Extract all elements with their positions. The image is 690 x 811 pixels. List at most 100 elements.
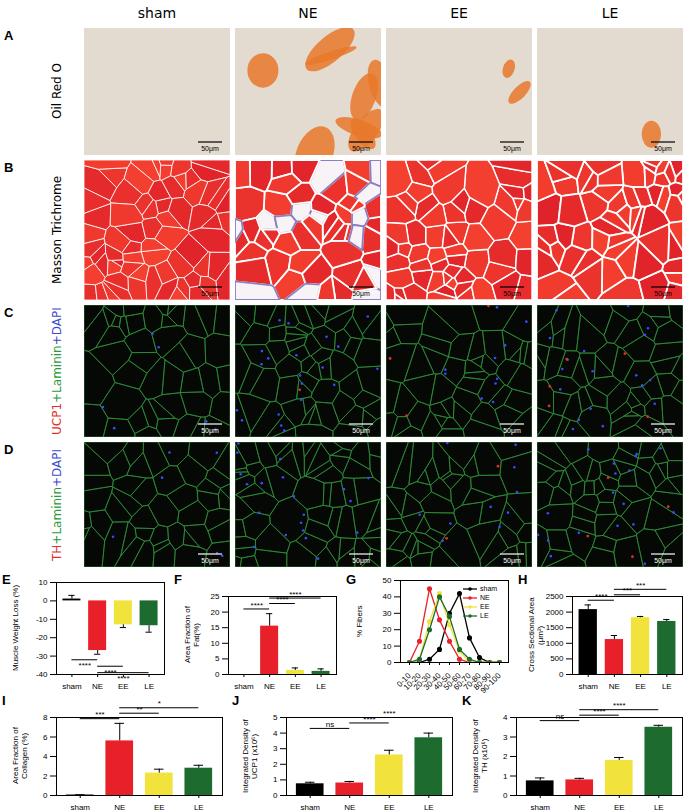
svg-text:50μm: 50μm [503, 427, 521, 435]
svg-text:-30: -30 [36, 652, 48, 661]
svg-text:****: **** [117, 674, 129, 683]
svg-text:LE: LE [424, 803, 434, 811]
svg-text:EE: EE [154, 803, 165, 811]
svg-text:NE: NE [264, 682, 275, 691]
svg-text:sham: sham [530, 803, 550, 811]
svg-text:***: *** [636, 581, 645, 590]
svg-text:50μm: 50μm [352, 290, 370, 298]
svg-text:4: 4 [43, 752, 48, 761]
svg-text:50μm: 50μm [503, 290, 521, 298]
svg-text:EE: EE [614, 803, 625, 811]
svg-text:4: 4 [503, 713, 508, 722]
svg-text:30: 30 [383, 609, 392, 618]
svg-text:1000: 1000 [546, 639, 564, 648]
svg-text:40: 40 [383, 592, 392, 601]
svg-text:sham: sham [300, 803, 320, 811]
svg-text:50μm: 50μm [201, 290, 219, 298]
svg-text:5: 5 [273, 713, 278, 722]
svg-text:****: **** [251, 601, 263, 610]
svg-text:0: 0 [215, 670, 220, 679]
svg-text:LE: LE [316, 682, 326, 691]
svg-text:30-40: 30-40 [421, 671, 443, 692]
svg-text:2: 2 [43, 772, 48, 781]
svg-text:0: 0 [503, 791, 508, 800]
svg-text:1: 1 [503, 772, 508, 781]
svg-text:-20: -20 [36, 633, 48, 642]
svg-text:50μm: 50μm [201, 145, 219, 153]
svg-text:-10: -10 [36, 615, 48, 624]
svg-text:****: **** [593, 707, 605, 716]
svg-text:NE: NE [92, 682, 103, 691]
svg-text:10: 10 [211, 639, 220, 648]
svg-text:20: 20 [383, 625, 392, 634]
svg-text:2000: 2000 [546, 608, 564, 617]
svg-text:6: 6 [43, 733, 48, 742]
svg-text:**: ** [136, 705, 142, 714]
svg-text:0: 0 [273, 791, 278, 800]
svg-text:****: **** [383, 709, 395, 718]
svg-text:4: 4 [273, 729, 278, 738]
svg-text:1500: 1500 [546, 623, 564, 632]
svg-text:0: 0 [559, 670, 564, 679]
svg-text:****: **** [363, 715, 375, 724]
svg-text:0: 0 [43, 596, 48, 605]
svg-text:EE: EE [118, 682, 129, 691]
svg-text:NE: NE [344, 803, 355, 811]
svg-text:50μm: 50μm [201, 427, 219, 435]
svg-text:****: **** [613, 701, 625, 710]
svg-text:sham: sham [234, 682, 254, 691]
svg-text:25: 25 [211, 592, 220, 601]
svg-text:sham: sham [70, 803, 90, 811]
svg-text:1: 1 [273, 775, 278, 784]
svg-text:EE: EE [290, 682, 301, 691]
svg-text:50μm: 50μm [654, 145, 672, 153]
svg-text:-40: -40 [36, 670, 48, 679]
svg-text:NE: NE [609, 682, 620, 691]
svg-text:50μm: 50μm [503, 145, 521, 153]
svg-text:****: **** [104, 668, 116, 677]
svg-text:50μm: 50μm [352, 145, 370, 153]
svg-text:LE: LE [194, 803, 204, 811]
svg-text:2: 2 [503, 752, 508, 761]
svg-text:sham: sham [62, 682, 82, 691]
svg-text:LE: LE [662, 682, 672, 691]
svg-text:LE: LE [654, 803, 664, 811]
svg-text:500: 500 [550, 654, 564, 663]
svg-text:LE: LE [144, 682, 154, 691]
svg-text:EE: EE [384, 803, 395, 811]
svg-text:50: 50 [383, 576, 392, 585]
svg-text:50μm: 50μm [654, 557, 672, 565]
svg-text:EE: EE [635, 682, 646, 691]
svg-text:50μm: 50μm [654, 427, 672, 435]
svg-text:***: *** [623, 586, 632, 595]
svg-text:10: 10 [39, 578, 48, 587]
svg-text:8: 8 [43, 713, 48, 722]
svg-text:50μm: 50μm [654, 290, 672, 298]
svg-text:20: 20 [211, 608, 220, 617]
svg-text:15: 15 [211, 623, 220, 632]
svg-text:*: * [158, 699, 161, 708]
svg-text:10: 10 [383, 642, 392, 651]
svg-text:50μm: 50μm [352, 557, 370, 565]
svg-text:2500: 2500 [546, 592, 564, 601]
svg-text:ns: ns [556, 712, 564, 721]
svg-text:sham: sham [578, 682, 598, 691]
svg-text:50μm: 50μm [201, 557, 219, 565]
svg-text:20-30: 20-30 [411, 671, 433, 692]
svg-text:3: 3 [273, 744, 278, 753]
svg-text:40-50: 40-50 [431, 671, 453, 692]
svg-text:0: 0 [43, 791, 48, 800]
svg-text:NE: NE [574, 803, 585, 811]
svg-text:90-100: 90-100 [479, 671, 503, 695]
svg-text:****: **** [79, 661, 91, 670]
svg-text:2: 2 [273, 760, 278, 769]
svg-text:10-20: 10-20 [401, 671, 423, 692]
svg-text:ns: ns [326, 720, 334, 729]
svg-text:0: 0 [387, 658, 392, 667]
svg-text:****: **** [289, 590, 301, 599]
svg-text:3: 3 [503, 733, 508, 742]
svg-text:NE: NE [114, 803, 125, 811]
svg-text:50μm: 50μm [352, 427, 370, 435]
svg-text:50μm: 50μm [503, 557, 521, 565]
svg-text:5: 5 [215, 654, 220, 663]
